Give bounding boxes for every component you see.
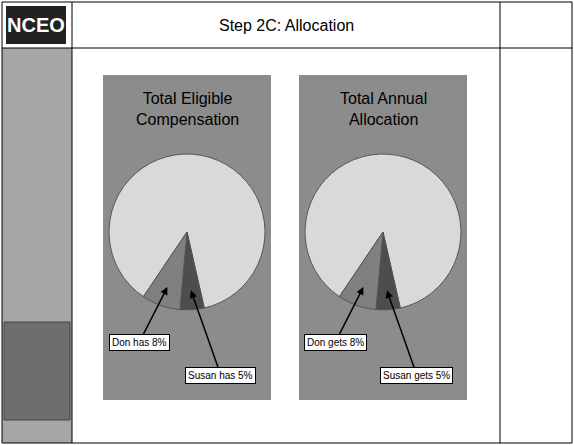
- svg-text:Don has 8%: Don has 8%: [112, 337, 167, 348]
- svg-text:Step 2C: Allocation: Step 2C: Allocation: [219, 17, 354, 34]
- svg-text:NCEO: NCEO: [7, 14, 65, 36]
- svg-text:Susan has 5%: Susan has 5%: [188, 370, 253, 381]
- svg-text:Total AnnualAllocation: Total AnnualAllocation: [340, 90, 427, 128]
- svg-text:Susan gets 5%: Susan gets 5%: [383, 370, 450, 381]
- svg-text:Total EligibleCompensation: Total EligibleCompensation: [136, 90, 239, 128]
- svg-text:Don gets 8%: Don gets 8%: [307, 337, 364, 348]
